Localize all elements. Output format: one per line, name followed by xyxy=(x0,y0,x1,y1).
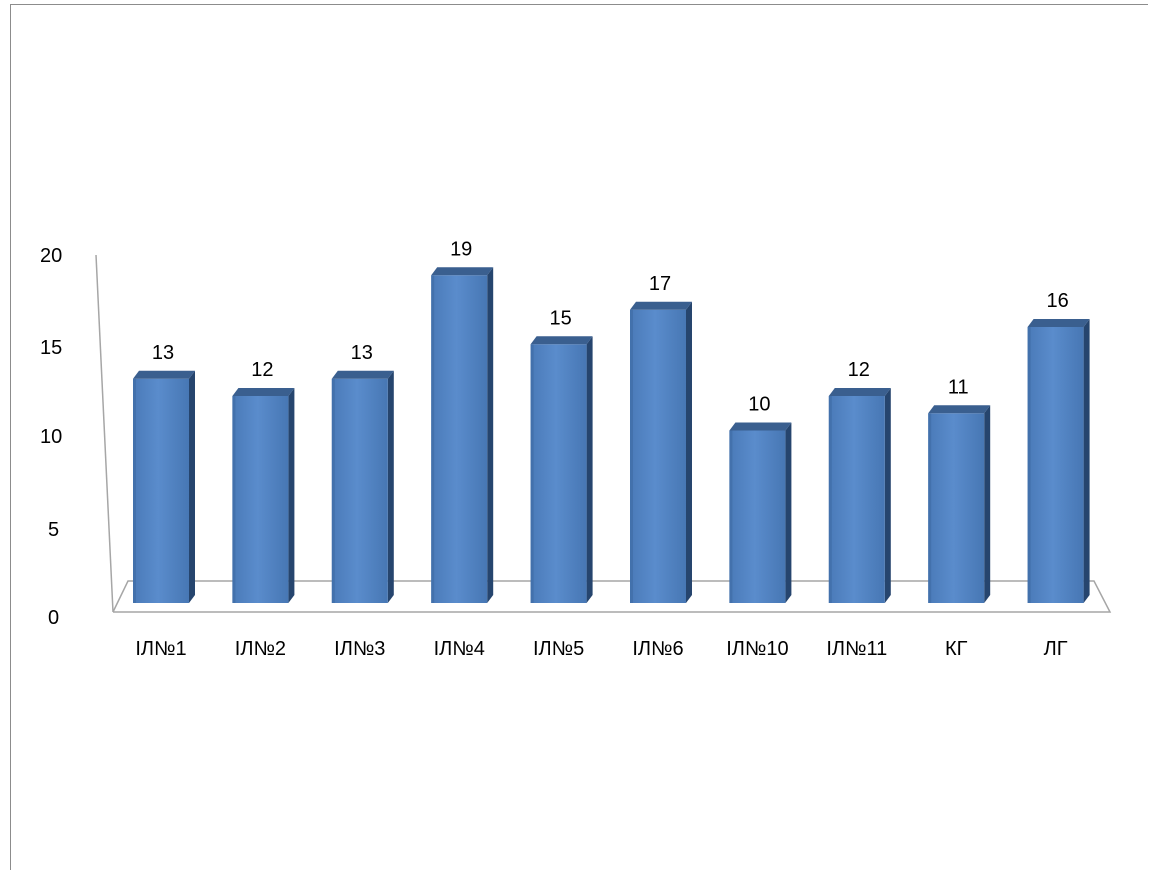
bar-side xyxy=(1083,319,1090,603)
axes: 0 5 10 15 20 xyxy=(40,245,1112,629)
data-label: 19 xyxy=(450,238,472,260)
category-label: ІЛ№6 xyxy=(632,638,683,660)
bar-edge xyxy=(331,378,335,603)
data-label: 13 xyxy=(351,342,373,364)
bar-side xyxy=(785,422,792,603)
data-label: 12 xyxy=(251,359,273,381)
bar-top xyxy=(431,267,494,276)
bar-edge xyxy=(1027,327,1031,603)
bar xyxy=(729,422,792,603)
category-label: ІЛ№11 xyxy=(826,638,887,660)
bar-side xyxy=(984,405,991,603)
bar-side xyxy=(686,301,692,603)
bar-side xyxy=(189,370,195,603)
category-label: ІЛ№1 xyxy=(135,638,186,660)
bar-edge xyxy=(828,396,832,603)
bar-side xyxy=(288,388,295,603)
bar-front xyxy=(630,309,686,603)
bar xyxy=(331,370,394,603)
category-label: ІЛ№3 xyxy=(334,638,385,660)
category-label: ІЛ№10 xyxy=(726,638,788,660)
bar-edge xyxy=(729,430,733,603)
category-label: КГ xyxy=(945,638,968,660)
bar xyxy=(133,370,195,603)
bar-edge xyxy=(232,396,236,603)
bar-edge xyxy=(431,275,435,603)
bar xyxy=(630,301,692,603)
bar-edge xyxy=(928,413,932,603)
category-label: ІЛ№5 xyxy=(533,638,584,660)
y-tick-label: 0 xyxy=(48,607,59,629)
bar xyxy=(1027,319,1090,603)
bar-top xyxy=(828,388,891,396)
bar-front xyxy=(828,396,885,603)
bar-front xyxy=(729,430,786,603)
bar-side xyxy=(586,336,593,603)
bar-front xyxy=(1027,327,1084,603)
bar xyxy=(530,336,593,603)
bar xyxy=(828,388,891,603)
bar-top xyxy=(630,301,692,310)
category-label: ІЛ№2 xyxy=(235,638,286,660)
bar xyxy=(431,267,494,603)
bar-top xyxy=(729,422,792,431)
bar-top xyxy=(331,370,394,379)
bar-edge xyxy=(630,309,633,603)
data-label: 10 xyxy=(748,394,770,416)
bar-front xyxy=(431,275,488,603)
data-label: 15 xyxy=(549,307,571,329)
floor-outline xyxy=(112,580,1112,613)
y-tick-label: 5 xyxy=(48,519,59,541)
y-tick-label: 10 xyxy=(40,426,62,448)
data-label: 17 xyxy=(649,273,671,295)
chart-frame xyxy=(10,4,1148,870)
y-tick-label: 15 xyxy=(40,337,62,359)
bar-front xyxy=(530,344,587,603)
data-label: 11 xyxy=(948,376,969,398)
bar-side xyxy=(487,267,494,603)
labels: 13 ІЛ№1 12 ІЛ№2 13 ІЛ№3 19 ІЛ№4 15 ІЛ№5 17 ІЛ№6 10 ІЛ… xyxy=(135,238,1068,660)
bar-edge xyxy=(133,378,136,603)
bar-front xyxy=(133,378,189,603)
bar-front xyxy=(928,413,985,603)
bar xyxy=(928,405,991,603)
bar-top xyxy=(530,336,593,345)
data-label: 16 xyxy=(1046,290,1068,312)
bar-side xyxy=(387,370,394,603)
bar-top xyxy=(133,370,195,379)
bar-edge xyxy=(530,344,534,603)
bar-top xyxy=(232,388,295,396)
category-label: ЛГ xyxy=(1044,638,1068,660)
bar-side xyxy=(884,388,891,603)
data-label: 13 xyxy=(152,342,174,364)
bar-front xyxy=(331,378,388,603)
y-tick-label: 20 xyxy=(40,245,62,267)
bar-front xyxy=(232,396,289,603)
category-label: ІЛ№4 xyxy=(434,638,485,660)
data-label: 12 xyxy=(848,359,870,381)
bar-top xyxy=(928,405,991,414)
bar xyxy=(232,388,295,603)
bars xyxy=(133,267,1090,603)
y-axis-line xyxy=(95,254,114,613)
bar-top xyxy=(1027,319,1090,327)
